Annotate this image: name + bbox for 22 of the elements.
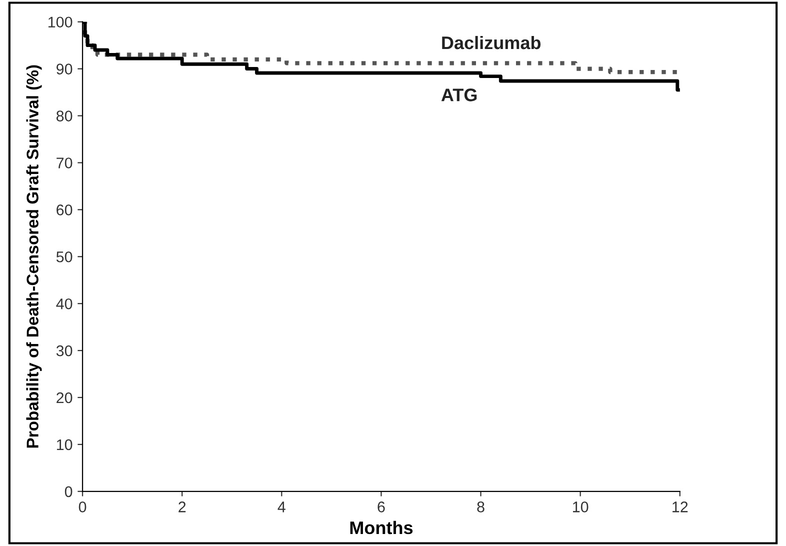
- x-tick-label: 6: [378, 502, 385, 512]
- y-tick-label: 90: [56, 64, 72, 74]
- x-axis-title: Months: [350, 520, 413, 534]
- y-tick-label: 20: [56, 392, 72, 404]
- y-tick-label: 100: [48, 16, 72, 28]
- x-tick-label: 10: [573, 502, 588, 512]
- x-tick-label: 4: [278, 502, 286, 512]
- y-tick-label: 70: [56, 158, 72, 168]
- y-tick-label: 0: [64, 486, 72, 498]
- y-tick-label: 60: [56, 204, 72, 216]
- x-tick-label: 8: [477, 502, 484, 512]
- y-tick-label: 30: [56, 345, 72, 356]
- x-tick-label: 2: [178, 502, 186, 512]
- x-tick-label: 12: [672, 502, 688, 512]
- y-tick-label: 40: [56, 298, 72, 310]
- y-tick-label: 50: [56, 251, 72, 262]
- series-label: Daclizumab: [442, 36, 541, 50]
- y-tick-label: 80: [56, 110, 72, 122]
- x-tick-label: 0: [78, 502, 86, 512]
- series-label: ATG: [441, 88, 477, 102]
- y-tick-label: 10: [56, 439, 72, 450]
- y-axis-title: Probability of Death-Censored Graft Survival (%): [26, 65, 42, 448]
